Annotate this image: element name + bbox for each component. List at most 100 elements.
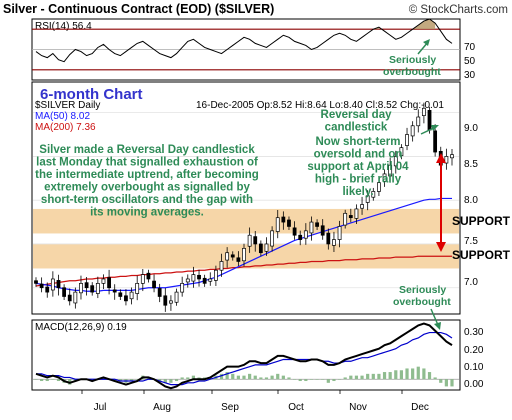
- macd-histogram-bar: [377, 373, 381, 380]
- candle-body: [354, 208, 359, 219]
- candle-body: [112, 289, 117, 293]
- candle-body: [124, 295, 128, 302]
- macd-histogram-bar: [394, 370, 398, 380]
- macd-histogram-bar: [326, 379, 330, 383]
- ma200-label: MA(200) 7.36: [35, 122, 96, 133]
- macd-histogram-bar: [405, 368, 409, 380]
- macd-histogram-bar: [186, 377, 190, 380]
- candle-body: [174, 291, 179, 303]
- reversal-arrowhead: [431, 125, 439, 131]
- macd-histogram-bar: [287, 377, 291, 380]
- macd-histogram-bar: [450, 379, 454, 387]
- candle-body: [242, 247, 246, 262]
- support-band-1: [33, 243, 459, 269]
- macd-tick-0.20: 0.20: [464, 345, 484, 356]
- candle-body: [202, 277, 207, 284]
- macd-histogram-bar: [56, 379, 61, 382]
- candle-body: [399, 147, 404, 157]
- macd-annotation-arrowhead: [434, 322, 441, 330]
- candle-body: [169, 300, 173, 304]
- rsi-tick-30: 30: [464, 70, 476, 81]
- price-gridlines: [33, 112, 459, 289]
- candle-body: [315, 222, 319, 227]
- candle-body: [343, 212, 348, 226]
- macd-histogram-bar: [433, 377, 437, 380]
- macd-histogram-bar: [253, 375, 257, 380]
- price-tick-9.0: 9.0: [464, 123, 478, 134]
- rsi-tick-50: 50: [464, 56, 476, 67]
- macd-histogram-bar: [231, 373, 235, 380]
- macd-signal-line: [36, 331, 453, 386]
- candle-body: [332, 239, 336, 246]
- macd-histogram-bar: [332, 379, 336, 382]
- candle-body: [73, 291, 78, 304]
- macd-histogram-bar: [422, 368, 426, 380]
- rsi-label: RSI(14) 56.4: [35, 21, 92, 32]
- candle-body: [180, 283, 185, 293]
- chart-header-title: Silver - Continuous Contract (EOD) ($SIL…: [3, 2, 274, 16]
- macd-histogram-bar: [225, 372, 229, 380]
- candle-body: [416, 116, 421, 127]
- candle-body: [405, 134, 409, 146]
- macd-histogram-bar: [292, 379, 297, 380]
- macd-histogram-bar: [129, 379, 134, 382]
- candle-body: [450, 154, 454, 159]
- macd-signal-series: [36, 331, 453, 386]
- candle-body: [348, 215, 353, 219]
- candle-body: [388, 164, 393, 177]
- support-label-upper: SUPPORT: [452, 214, 511, 228]
- macd-histogram-bar: [51, 379, 55, 380]
- candle-body: [197, 274, 201, 280]
- macd-histogram-bar: [118, 379, 122, 382]
- macd-histogram-bar: [169, 379, 173, 383]
- x-tick-sep: Sep: [221, 402, 239, 413]
- candle-body: [258, 243, 263, 254]
- macd-histogram-bar: [34, 379, 38, 380]
- candle-body: [382, 173, 387, 182]
- macd-histogram-bar: [259, 377, 263, 380]
- candle-body: [95, 283, 100, 294]
- candle-body: [157, 288, 162, 297]
- macd-histogram-bar: [371, 373, 375, 380]
- price-tick-7.5: 7.5: [464, 236, 478, 247]
- macd-annotation-line2: overbought: [393, 296, 451, 308]
- candle-body: [230, 254, 235, 258]
- support-range-arrow: [436, 153, 446, 252]
- macd-histogram-bar: [411, 368, 415, 380]
- macd-histogram-bar: [180, 377, 184, 380]
- macd-histogram-bar: [416, 366, 420, 380]
- candlesticks: [34, 102, 454, 312]
- candle-body: [320, 225, 325, 236]
- rsi-annotation-arrowhead: [423, 39, 430, 46]
- candle-body: [213, 269, 218, 281]
- watermark: © StockCharts.com: [409, 4, 508, 16]
- support-bands: [33, 208, 459, 269]
- macd-histogram-bar: [298, 379, 302, 382]
- rsi-reference-lines: [32, 28, 460, 71]
- rsi-overbought-area: [412, 19, 436, 30]
- candle-body: [365, 195, 370, 203]
- candle-body: [371, 191, 376, 198]
- x-tick-oct: Oct: [288, 402, 304, 413]
- candle-body: [433, 130, 438, 153]
- macd-histogram-bar: [248, 373, 252, 380]
- candle-body: [62, 287, 67, 297]
- candle-body: [191, 274, 196, 282]
- candle-body: [287, 219, 291, 227]
- candle-body: [427, 110, 432, 131]
- macd-histogram-bar: [158, 379, 162, 382]
- macd-histogram-bar: [276, 373, 280, 380]
- candle-body: [101, 278, 106, 284]
- macd-histogram-bar: [354, 375, 359, 380]
- macd-histogram-bar: [315, 379, 319, 380]
- candle-body: [45, 286, 50, 293]
- macd-histogram-bar: [427, 372, 432, 380]
- macd-histogram-bar: [444, 379, 448, 387]
- candle-body: [281, 216, 286, 223]
- macd-histogram-bar: [191, 375, 196, 380]
- x-tick-aug: Aug: [153, 402, 171, 413]
- candle-body: [140, 274, 145, 284]
- candle-body: [225, 252, 230, 261]
- macd-histogram-bar: [321, 379, 325, 380]
- macd-annotation-arrow: [430, 308, 439, 326]
